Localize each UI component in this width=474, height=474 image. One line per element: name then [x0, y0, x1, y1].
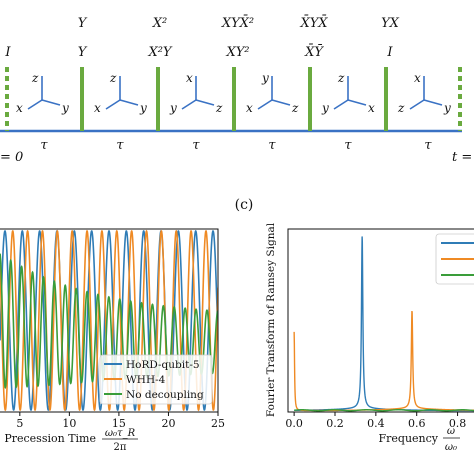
axis-frame: z y x [321, 71, 375, 115]
x-tick-label: 5 [16, 417, 23, 430]
pulse-sequence: Y X² XYX̄² X̄YX̄ YX I Y X²Y XY² X̄Ȳ I zx… [0, 15, 472, 165]
axis-label: z [397, 101, 405, 115]
axis-label: z [291, 101, 299, 115]
axis-label: y [443, 101, 451, 115]
pulse-top-label: YX [381, 16, 400, 31]
axis-label: z [109, 71, 117, 85]
axis-label: x [246, 101, 253, 115]
series-line [293, 310, 474, 412]
tau-label: τ [344, 138, 352, 153]
pulse-bottom-label: I [4, 45, 11, 60]
x-tick-label: 0.0 [285, 417, 303, 430]
right-xlabel-denominator: ω₀ [445, 442, 457, 453]
tau-label: τ [116, 138, 124, 153]
axis-frame: x y z [169, 71, 223, 115]
left-xlabel: Precession Time [4, 432, 96, 445]
x-tick-label: 0.4 [367, 417, 385, 430]
x-tick-label: 0.2 [326, 417, 344, 430]
tau-label: τ [268, 138, 276, 153]
x-tick-label: 15 [112, 417, 126, 430]
panel-label-c: (c) [235, 197, 254, 213]
start-time-label: = 0 [0, 150, 23, 165]
left-xlabel-numerator: ω₀τ_R [105, 428, 136, 439]
axis-label: z [215, 101, 223, 115]
pulse-bottom-label: I [386, 45, 393, 60]
axis-label: x [368, 101, 375, 115]
x-tick-label: 0.6 [408, 417, 426, 430]
x-tick-label: 0.8 [449, 417, 467, 430]
axis-label: x [186, 71, 193, 85]
axis-label: z [337, 71, 345, 85]
legend-entry: No decoupling [126, 389, 204, 401]
right-legend [435, 233, 474, 285]
axis-label: x [16, 101, 23, 115]
axis-label: y [61, 101, 69, 115]
tau-label: τ [192, 138, 200, 153]
right-plot: 0.0 0.2 0.4 0.6 0.8 Fourier Transform of Ram… [265, 222, 474, 453]
pulse-bottom-label: X²Y [147, 45, 172, 60]
axis-label: z [31, 71, 39, 85]
axis-frame: y x z [246, 71, 299, 115]
right-plot-frame [287, 228, 474, 413]
x-tick-label: 10 [62, 417, 76, 430]
pulse-bottom-label: X̄Ȳ [304, 44, 324, 60]
axis-label: x [94, 101, 101, 115]
legend-entry: WHH-4 [126, 374, 166, 386]
axis-label: y [169, 101, 177, 115]
series-line [0, 229, 218, 412]
right-xlabel-numerator: ω [447, 426, 455, 437]
coordinate-frames: z x y z x y x y z y x z z y x x z y [16, 71, 451, 115]
pulse-bottom-label: Y [78, 45, 88, 60]
axis-label: y [321, 101, 329, 115]
axis-frame: z x y [94, 71, 147, 115]
axis-frame: z x y [16, 71, 69, 115]
series-line [294, 409, 474, 412]
pulse-top-label: XYX̄² [221, 15, 254, 31]
axis-label: x [414, 71, 421, 85]
x-tick-label: 20 [161, 417, 175, 430]
left-plot: 5 10 15 20 25 HoRD-qubit-5 WHH-4 No decoupli… [0, 228, 225, 453]
legend-entry: HoRD-qubit-5 [126, 359, 200, 371]
end-time-label: t = [452, 150, 472, 165]
axis-label: y [139, 101, 147, 115]
right-xlabel: Frequency [379, 432, 439, 445]
tau-label: τ [424, 138, 432, 153]
pulse-top-label: X² [152, 16, 167, 31]
pulse-bottom-label: XY² [225, 45, 249, 60]
left-legend: HoRD-qubit-5 WHH-4 No decoupling [99, 354, 213, 405]
tau-label: τ [40, 138, 48, 153]
left-xlabel-denominator: 2π [114, 442, 127, 453]
right-ylabel: Fourier Transform of Ramsey Signal [265, 222, 277, 417]
pulse-top-label: X̄YX̄ [299, 15, 328, 31]
left-plot-frame [0, 228, 219, 413]
pulse-top-label: Y [78, 16, 88, 31]
axis-frame: x z y [397, 71, 451, 115]
axis-label: y [261, 71, 269, 85]
x-tick-label: 25 [211, 417, 225, 430]
